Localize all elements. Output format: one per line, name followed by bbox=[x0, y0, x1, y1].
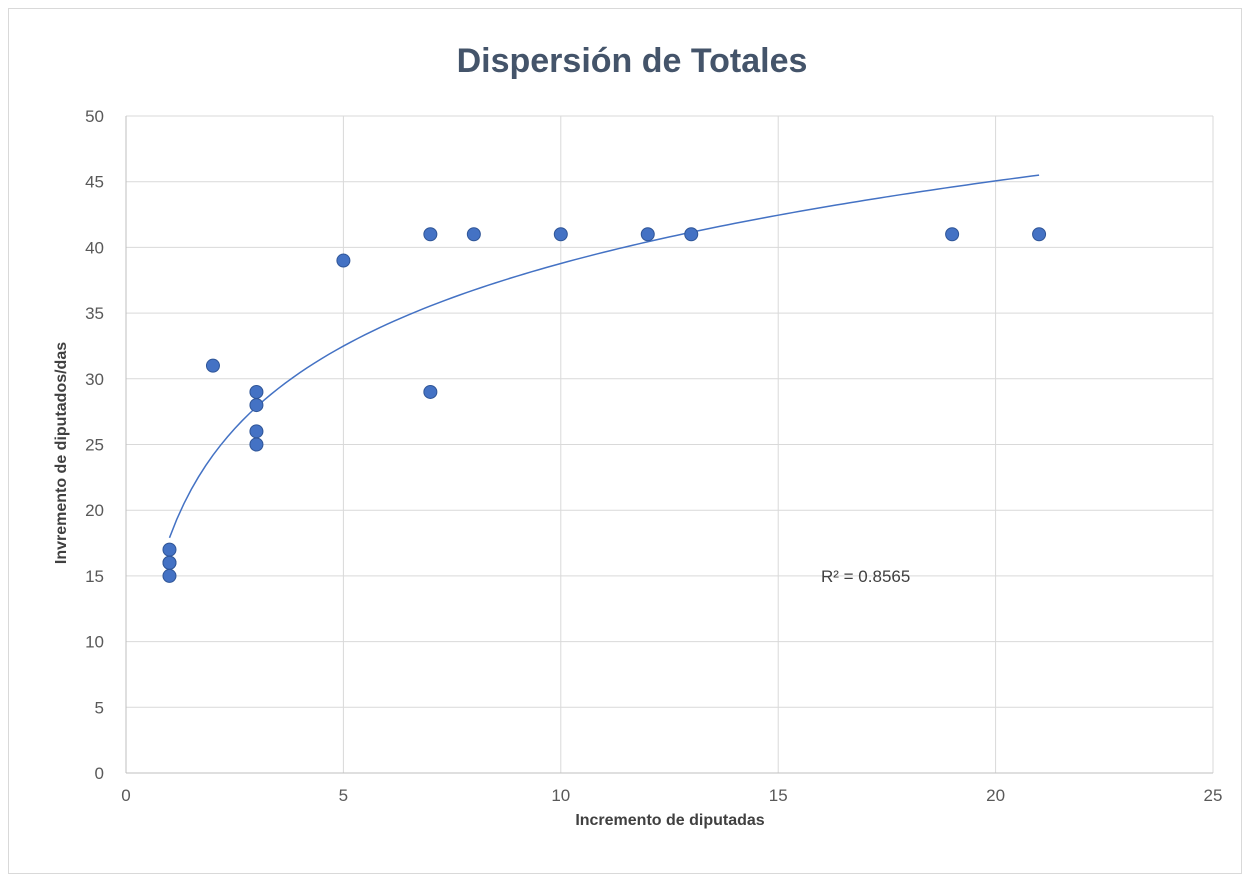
y-tick-label: 0 bbox=[95, 764, 104, 783]
x-axis-title: Incremento de diputadas bbox=[575, 812, 764, 829]
y-axis-title: Invremento de diputados/das bbox=[53, 342, 70, 564]
chart-title: Dispersión de Totales bbox=[457, 42, 808, 80]
data-points bbox=[162, 227, 1047, 583]
data-point bbox=[162, 542, 177, 557]
data-point bbox=[249, 424, 264, 439]
data-point bbox=[423, 384, 438, 399]
y-tick-label: 20 bbox=[85, 501, 104, 520]
data-point bbox=[553, 227, 568, 242]
y-tick-label: 50 bbox=[85, 107, 104, 126]
data-point bbox=[249, 398, 264, 413]
y-tick-label: 5 bbox=[95, 698, 104, 717]
scatter-chart: 0 5 10 15 20 25 0 5 10 15 20 25 30 35 40 45 50 Dispersió… bbox=[53, 42, 1222, 829]
chart-frame: 0 5 10 15 20 25 0 5 10 15 20 25 30 35 40 45 50 Dispersió… bbox=[8, 8, 1242, 874]
y-tick-label: 45 bbox=[85, 173, 104, 192]
x-tick-label: 10 bbox=[551, 786, 570, 805]
data-point bbox=[162, 568, 177, 583]
y-tick-label: 35 bbox=[85, 304, 104, 323]
y-tick-label: 10 bbox=[85, 633, 104, 652]
data-point bbox=[249, 384, 264, 399]
x-tick-label: 20 bbox=[986, 786, 1005, 805]
data-point bbox=[466, 227, 481, 242]
r-squared-label: R² = 0.8565 bbox=[821, 567, 910, 586]
x-tick-label: 0 bbox=[121, 786, 130, 805]
data-point bbox=[336, 253, 351, 268]
data-point bbox=[1032, 227, 1047, 242]
y-tick-label: 15 bbox=[85, 567, 104, 586]
x-tick-label: 5 bbox=[339, 786, 348, 805]
data-point bbox=[162, 555, 177, 570]
gridlines bbox=[126, 115, 1214, 773]
data-point bbox=[945, 227, 960, 242]
y-tick-label: 30 bbox=[85, 370, 104, 389]
data-point bbox=[640, 227, 655, 242]
x-tick-label: 15 bbox=[769, 786, 788, 805]
y-tick-label: 25 bbox=[85, 436, 104, 455]
trendline bbox=[168, 174, 1040, 539]
data-point bbox=[249, 437, 264, 452]
y-tick-label: 40 bbox=[85, 238, 104, 257]
axes: 0 5 10 15 20 25 0 5 10 15 20 25 30 35 40 45 50 bbox=[85, 107, 1222, 805]
x-tick-label: 25 bbox=[1204, 786, 1223, 805]
data-point bbox=[205, 358, 220, 373]
data-point bbox=[423, 227, 438, 242]
data-point bbox=[684, 227, 699, 242]
